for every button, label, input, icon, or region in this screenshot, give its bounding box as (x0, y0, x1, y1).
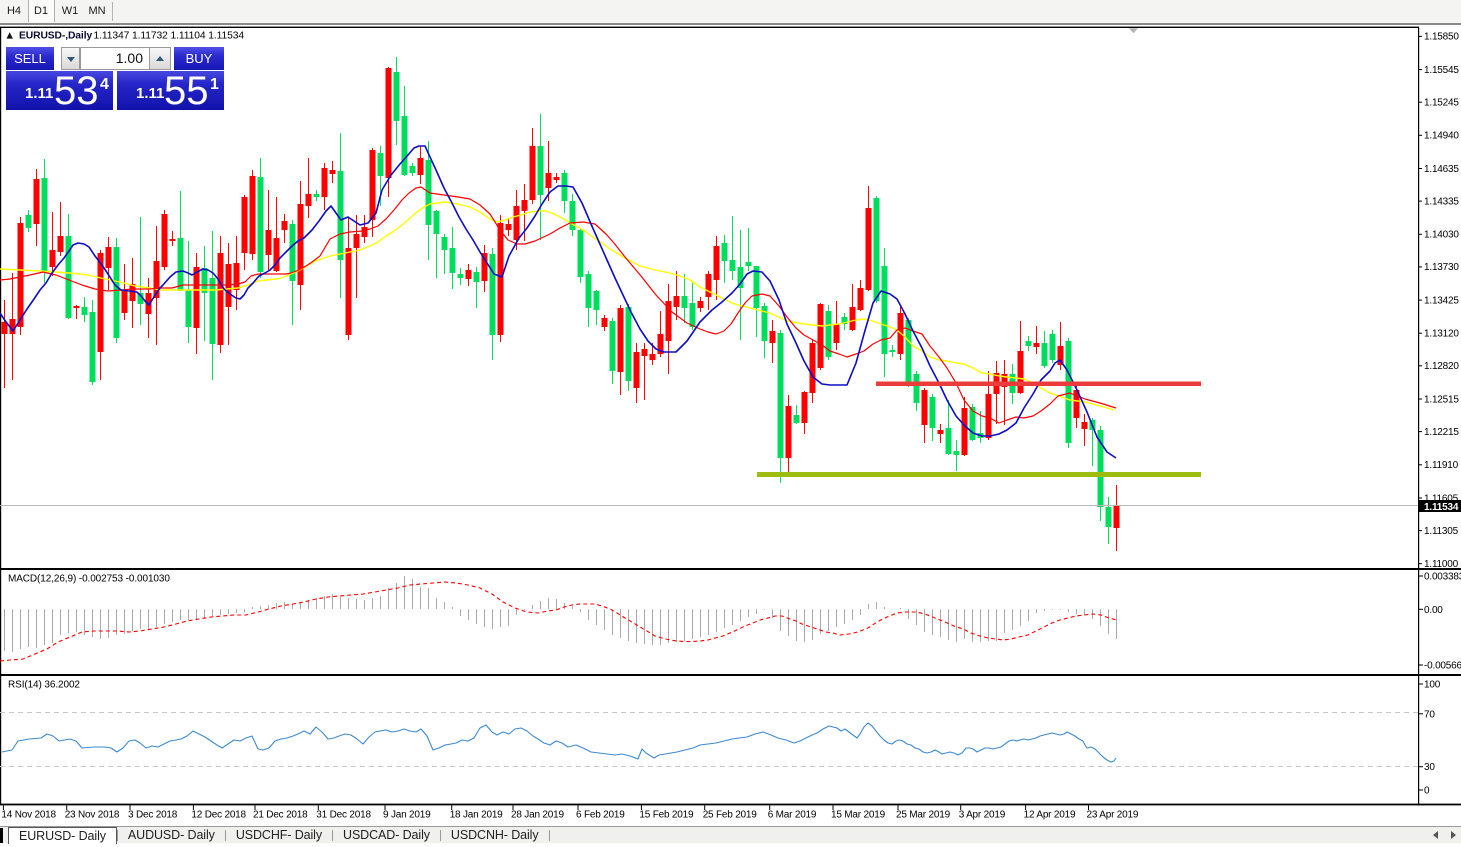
svg-text:1.12820: 1.12820 (1424, 361, 1459, 372)
svg-text:6 Feb 2019: 6 Feb 2019 (576, 810, 625, 821)
svg-text:25 Mar 2019: 25 Mar 2019 (896, 810, 951, 821)
svg-text:70: 70 (1424, 709, 1435, 720)
svg-text:EURUSD-,Daily: EURUSD-,Daily (19, 31, 92, 42)
svg-text:1.11910: 1.11910 (1424, 460, 1459, 471)
svg-text:21 Dec 2018: 21 Dec 2018 (253, 810, 308, 821)
svg-text:1.11000: 1.11000 (1424, 559, 1459, 570)
svg-text:0: 0 (1424, 786, 1430, 797)
svg-text:1.13730: 1.13730 (1424, 262, 1459, 273)
svg-text:RSI(14) 36.2002: RSI(14) 36.2002 (8, 680, 80, 691)
svg-text:1.15850: 1.15850 (1424, 32, 1459, 43)
svg-text:15 Feb 2019: 15 Feb 2019 (639, 810, 694, 821)
svg-text:1.14940: 1.14940 (1424, 131, 1459, 142)
svg-text:3 Dec 2018: 3 Dec 2018 (128, 810, 178, 821)
svg-text:23 Nov 2018: 23 Nov 2018 (65, 810, 120, 821)
svg-text:MACD(12,26,9) -0.002753 -0.001: MACD(12,26,9) -0.002753 -0.001030 (8, 574, 170, 585)
svg-text:0.003383: 0.003383 (1424, 572, 1461, 583)
svg-text:9 Jan 2019: 9 Jan 2019 (383, 810, 431, 821)
svg-text:1.14030: 1.14030 (1424, 230, 1459, 241)
svg-text:-0.005663: -0.005663 (1424, 661, 1461, 672)
svg-text:15 Mar 2019: 15 Mar 2019 (831, 810, 886, 821)
svg-text:1.11534: 1.11534 (1424, 502, 1459, 513)
svg-text:31 Dec 2018: 31 Dec 2018 (316, 810, 371, 821)
svg-text:12 Apr 2019: 12 Apr 2019 (1024, 810, 1076, 821)
svg-text:1.13425: 1.13425 (1424, 295, 1459, 306)
svg-text:12 Dec 2018: 12 Dec 2018 (191, 810, 246, 821)
svg-text:1.11605: 1.11605 (1424, 493, 1459, 504)
svg-text:1.11347 1.11732 1.11104 1.1153: 1.11347 1.11732 1.11104 1.11534 (94, 31, 245, 42)
svg-text:1.14335: 1.14335 (1424, 196, 1459, 207)
svg-text:1.13120: 1.13120 (1424, 329, 1459, 340)
svg-text:28 Jan 2019: 28 Jan 2019 (511, 810, 564, 821)
svg-text:1.15245: 1.15245 (1424, 98, 1459, 109)
svg-text:30: 30 (1424, 762, 1435, 773)
svg-text:1.11305: 1.11305 (1424, 526, 1459, 537)
svg-text:1.15545: 1.15545 (1424, 65, 1459, 76)
svg-text:25 Feb 2019: 25 Feb 2019 (703, 810, 758, 821)
svg-text:100: 100 (1424, 680, 1441, 691)
svg-text:1.14635: 1.14635 (1424, 164, 1459, 175)
svg-text:1.12515: 1.12515 (1424, 394, 1459, 405)
svg-text:23 Apr 2019: 23 Apr 2019 (1087, 810, 1139, 821)
svg-text:1.12215: 1.12215 (1424, 427, 1459, 438)
svg-text:18 Jan 2019: 18 Jan 2019 (450, 810, 503, 821)
svg-text:3 Apr 2019: 3 Apr 2019 (959, 810, 1006, 821)
svg-text:14 Nov 2018: 14 Nov 2018 (1, 810, 56, 821)
svg-text:6 Mar 2019: 6 Mar 2019 (768, 810, 817, 821)
svg-text:0.00: 0.00 (1424, 605, 1443, 616)
